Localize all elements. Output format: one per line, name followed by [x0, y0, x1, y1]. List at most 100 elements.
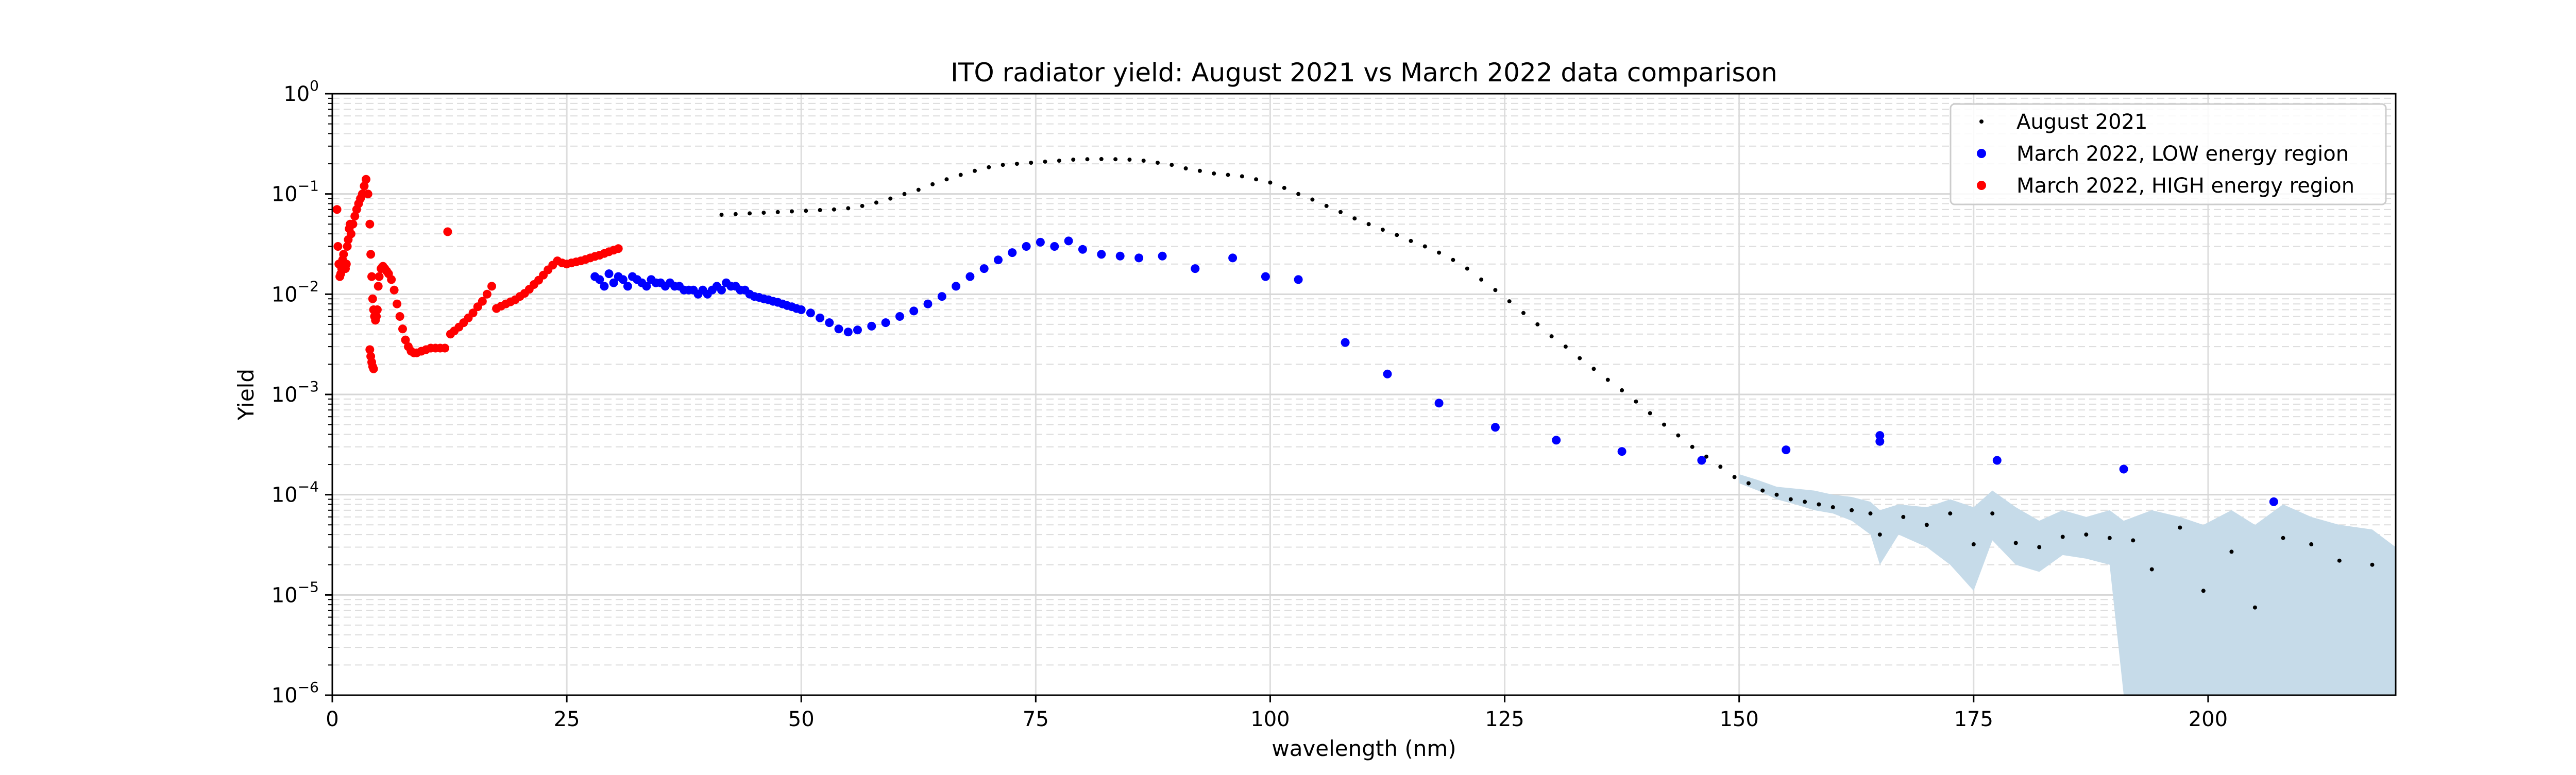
data-point	[487, 282, 496, 291]
data-point	[874, 200, 878, 205]
x-tick-label: 50	[788, 708, 815, 731]
data-point	[1057, 159, 1061, 163]
data-point	[1324, 203, 1329, 208]
data-point	[832, 207, 836, 212]
x-tick-label: 200	[2189, 708, 2228, 731]
data-point	[1704, 454, 1708, 459]
data-point	[1697, 456, 1706, 465]
legend-marker	[1979, 119, 1984, 124]
data-point	[366, 250, 376, 259]
data-point	[909, 306, 919, 316]
data-point	[1409, 238, 1413, 243]
data-point	[895, 312, 904, 321]
data-point	[816, 313, 825, 322]
data-point	[1552, 436, 1561, 445]
data-point	[965, 272, 975, 281]
data-point	[362, 175, 370, 184]
data-point	[2201, 589, 2206, 593]
data-point	[1422, 244, 1427, 249]
data-point	[1226, 173, 1230, 177]
data-point	[806, 308, 815, 318]
data-point	[1774, 492, 1779, 497]
data-point	[393, 299, 402, 308]
data-point	[1341, 338, 1350, 347]
data-point	[987, 165, 991, 169]
data-point	[1170, 163, 1174, 167]
data-point	[365, 219, 375, 229]
data-point	[2119, 464, 2128, 474]
data-point	[2229, 549, 2234, 554]
data-point	[1746, 481, 1751, 486]
data-point	[346, 229, 355, 238]
data-point	[834, 324, 843, 334]
data-point	[600, 282, 609, 291]
y-tick-label: 10−4	[272, 478, 319, 507]
data-point	[2309, 542, 2314, 546]
data-point	[1352, 216, 1357, 221]
data-point	[482, 289, 492, 299]
data-point	[775, 210, 780, 214]
data-point	[1050, 242, 1059, 251]
data-point	[1465, 266, 1469, 271]
data-point	[350, 212, 360, 221]
data-point	[1535, 322, 1540, 326]
data-point	[761, 211, 766, 215]
data-point	[1240, 174, 1244, 179]
data-point	[1380, 228, 1385, 232]
data-point	[1261, 272, 1270, 281]
data-point	[853, 325, 862, 335]
data-point	[1803, 500, 1807, 504]
data-point	[1141, 159, 1146, 163]
data-point	[1282, 185, 1286, 190]
data-point	[1197, 168, 1202, 173]
data-point	[1085, 157, 1090, 162]
axes: 0 25 50 75 100 125 150 175 200 10−6 10−5 10−4 10−3 10…	[272, 77, 2228, 731]
data-point	[614, 244, 623, 253]
data-point	[595, 275, 604, 284]
legend-box	[1950, 103, 2387, 205]
x-tick-label: 175	[1954, 708, 1993, 731]
data-point	[1782, 445, 1791, 455]
data-point	[1617, 447, 1626, 456]
data-point	[363, 190, 372, 199]
data-point	[1605, 377, 1610, 382]
data-point	[719, 213, 724, 217]
data-point	[2084, 532, 2089, 537]
data-point	[825, 318, 834, 328]
data-point	[1395, 233, 1399, 237]
data-point	[1578, 356, 1582, 360]
data-point	[2370, 562, 2375, 567]
data-point	[979, 264, 989, 273]
data-point	[1507, 299, 1512, 304]
data-point	[1451, 257, 1455, 262]
data-point	[1817, 502, 1821, 507]
data-point	[1158, 251, 1167, 261]
data-point	[478, 297, 487, 306]
data-point	[1437, 250, 1442, 255]
uncertainty-band-layer	[1739, 474, 2396, 695]
data-point	[916, 187, 921, 192]
data-point	[1036, 237, 1045, 247]
data-point	[994, 255, 1003, 265]
data-point	[1648, 411, 1652, 416]
data-point	[2252, 605, 2257, 610]
data-point	[332, 205, 342, 214]
data-point	[367, 272, 376, 281]
data-point	[1191, 264, 1200, 273]
x-tick-label: 75	[1023, 708, 1049, 731]
data-point	[1310, 197, 1315, 202]
data-point	[958, 173, 963, 177]
data-point	[369, 364, 378, 373]
data-point	[2131, 538, 2136, 543]
data-point	[1228, 253, 1238, 263]
data-point	[1115, 251, 1125, 261]
data-point	[360, 181, 369, 191]
data-point	[1732, 475, 1737, 479]
data-point	[1868, 511, 1873, 516]
data-point	[1156, 161, 1160, 165]
data-point	[1097, 250, 1106, 259]
data-point	[888, 196, 893, 201]
data-point	[804, 209, 808, 213]
data-point	[398, 324, 407, 334]
data-point	[1493, 288, 1498, 292]
